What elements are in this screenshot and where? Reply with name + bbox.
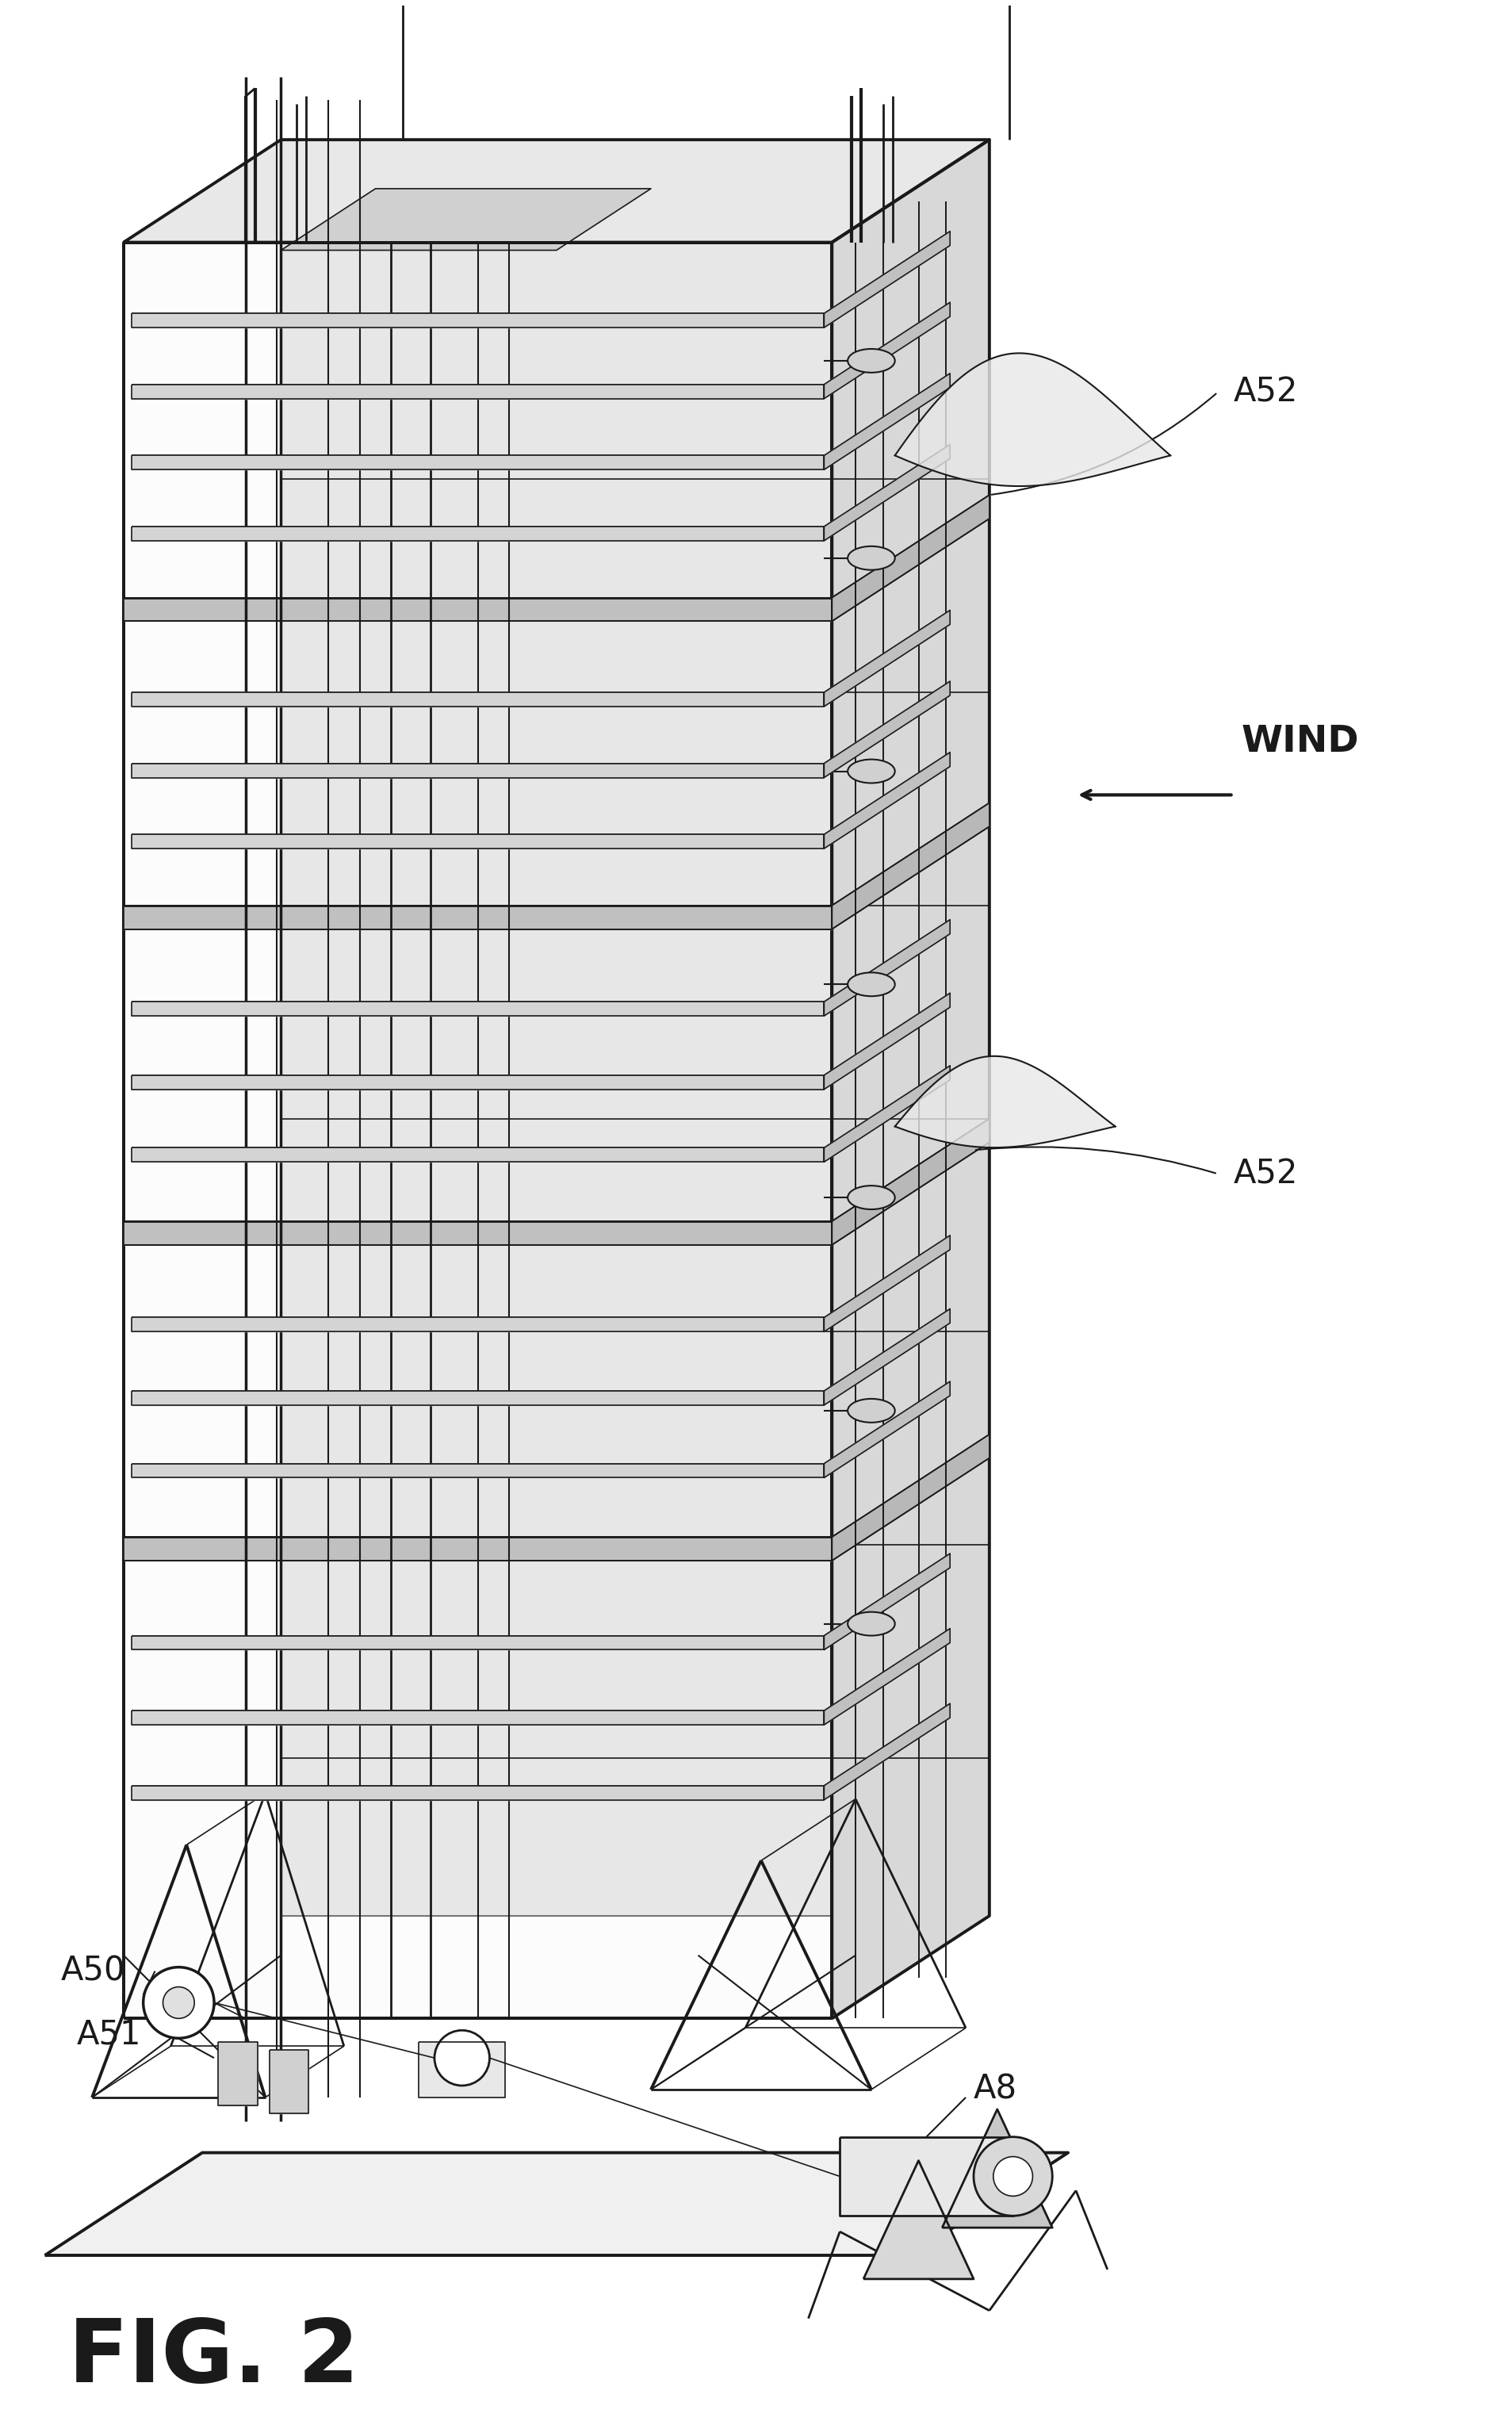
- Ellipse shape: [847, 759, 895, 783]
- Polygon shape: [124, 1222, 832, 1244]
- Text: A52: A52: [1232, 376, 1297, 410]
- Ellipse shape: [847, 972, 895, 997]
- Polygon shape: [132, 1074, 824, 1089]
- Polygon shape: [824, 1630, 950, 1724]
- Polygon shape: [269, 2049, 308, 2112]
- Circle shape: [434, 2030, 490, 2086]
- Polygon shape: [124, 905, 832, 929]
- Polygon shape: [124, 141, 989, 242]
- Polygon shape: [824, 681, 950, 778]
- Text: A8: A8: [974, 2073, 1016, 2107]
- Polygon shape: [132, 764, 824, 778]
- Circle shape: [163, 1986, 195, 2018]
- Polygon shape: [132, 691, 824, 706]
- Text: A52: A52: [1232, 1157, 1297, 1191]
- Polygon shape: [132, 1634, 824, 1649]
- Polygon shape: [132, 834, 824, 849]
- Text: A51: A51: [76, 2018, 141, 2052]
- Polygon shape: [132, 313, 824, 327]
- Ellipse shape: [847, 1613, 895, 1634]
- Polygon shape: [832, 495, 989, 621]
- Polygon shape: [824, 611, 950, 706]
- Polygon shape: [895, 354, 1170, 485]
- Polygon shape: [132, 1785, 824, 1799]
- Text: FIG. 2: FIG. 2: [68, 2316, 360, 2401]
- Polygon shape: [824, 230, 950, 327]
- Polygon shape: [832, 1118, 989, 1244]
- Polygon shape: [281, 141, 989, 1916]
- Polygon shape: [824, 1702, 950, 1799]
- Polygon shape: [832, 495, 989, 621]
- Polygon shape: [832, 1433, 989, 1562]
- Polygon shape: [132, 1317, 824, 1331]
- Polygon shape: [824, 1234, 950, 1331]
- Text: A50: A50: [60, 1955, 125, 1988]
- Polygon shape: [132, 1147, 824, 1162]
- Polygon shape: [824, 1382, 950, 1477]
- Polygon shape: [132, 526, 824, 541]
- Ellipse shape: [847, 1399, 895, 1423]
- Polygon shape: [895, 1057, 1114, 1147]
- Polygon shape: [832, 1118, 989, 1244]
- Ellipse shape: [847, 1186, 895, 1210]
- Polygon shape: [124, 1537, 832, 1562]
- Polygon shape: [824, 919, 950, 1016]
- Polygon shape: [124, 242, 832, 2018]
- Polygon shape: [839, 2136, 1013, 2216]
- Polygon shape: [124, 597, 832, 621]
- Polygon shape: [132, 1710, 824, 1724]
- Polygon shape: [824, 1554, 950, 1649]
- Circle shape: [974, 2136, 1052, 2216]
- Ellipse shape: [847, 546, 895, 570]
- Polygon shape: [824, 373, 950, 470]
- Polygon shape: [824, 1310, 950, 1404]
- Polygon shape: [832, 803, 989, 929]
- Polygon shape: [824, 444, 950, 541]
- Ellipse shape: [847, 349, 895, 373]
- Polygon shape: [824, 752, 950, 849]
- Polygon shape: [132, 1002, 824, 1016]
- Polygon shape: [832, 1433, 989, 1562]
- Polygon shape: [132, 1392, 824, 1404]
- Polygon shape: [863, 2161, 974, 2279]
- Polygon shape: [832, 803, 989, 929]
- Text: WIND: WIND: [1241, 723, 1358, 759]
- Polygon shape: [942, 2110, 1052, 2229]
- Polygon shape: [132, 1465, 824, 1477]
- Polygon shape: [824, 303, 950, 398]
- Circle shape: [144, 1967, 215, 2039]
- Polygon shape: [218, 2042, 257, 2105]
- Polygon shape: [419, 2042, 505, 2098]
- Polygon shape: [824, 1065, 950, 1162]
- Polygon shape: [132, 456, 824, 470]
- Polygon shape: [832, 141, 989, 2018]
- Polygon shape: [132, 386, 824, 398]
- Polygon shape: [45, 2153, 1067, 2255]
- Circle shape: [993, 2156, 1033, 2197]
- Polygon shape: [824, 994, 950, 1089]
- Polygon shape: [281, 189, 650, 250]
